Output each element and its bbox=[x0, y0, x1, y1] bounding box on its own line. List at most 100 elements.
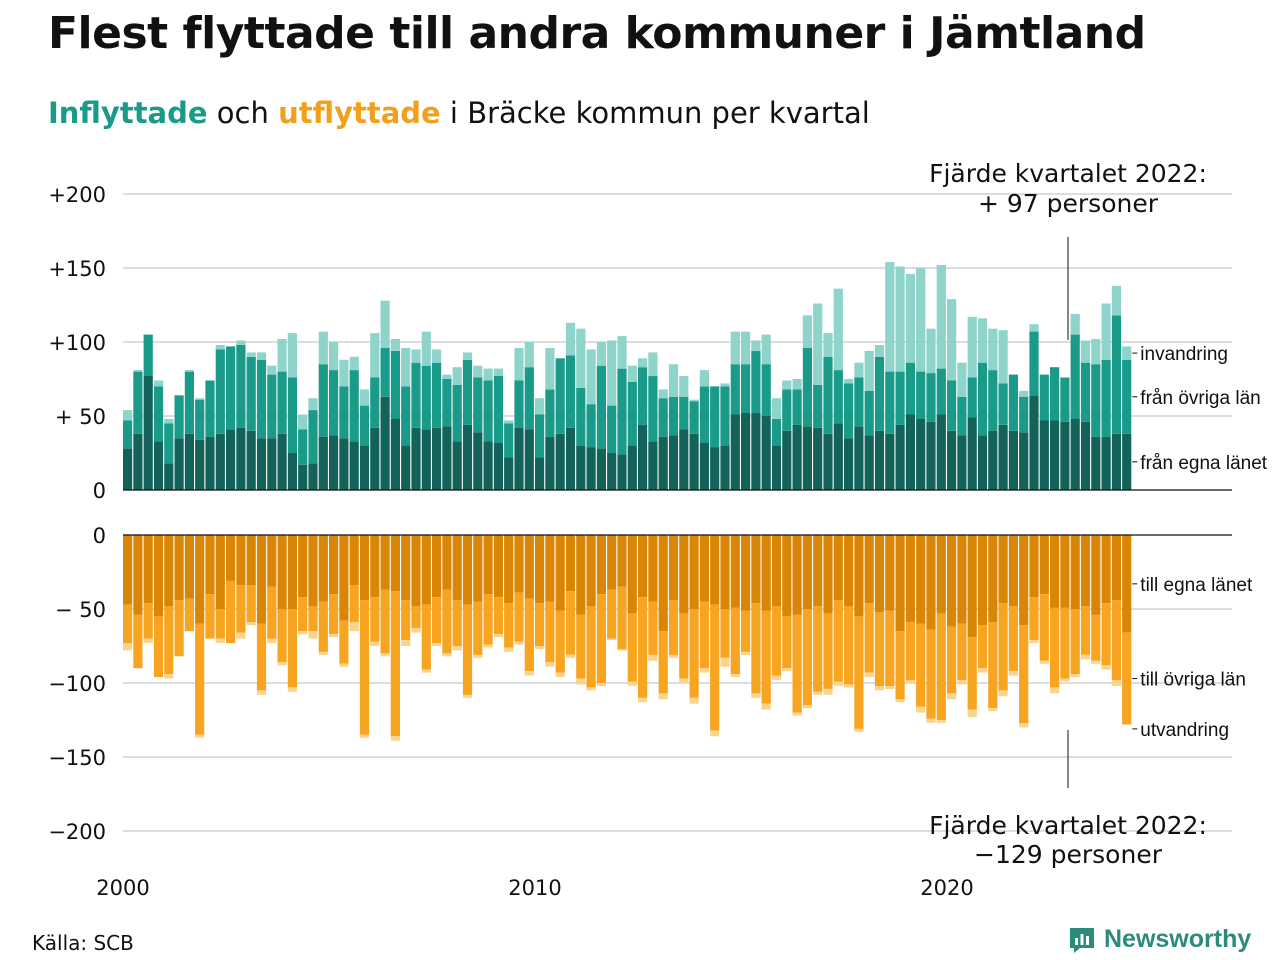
bar-segment bbox=[215, 433, 225, 490]
inflyttade-bars bbox=[123, 262, 1132, 490]
bar-segment bbox=[421, 604, 431, 670]
bar-segment bbox=[576, 445, 586, 490]
bar-segment bbox=[473, 365, 483, 378]
subtitle-rest: i Bräcke kommun per kvartal bbox=[440, 96, 870, 130]
bar-segment bbox=[874, 356, 885, 431]
bar-segment bbox=[668, 435, 679, 490]
bar-segment bbox=[133, 371, 143, 434]
bar-segment bbox=[308, 410, 318, 464]
bar-segment bbox=[586, 687, 596, 691]
bar-segment bbox=[504, 457, 514, 490]
utflyttade-bars bbox=[123, 535, 1132, 741]
bar-segment bbox=[1101, 665, 1111, 670]
bar-segment bbox=[359, 535, 370, 601]
bar-segment bbox=[627, 445, 637, 490]
bar-segment bbox=[565, 427, 576, 490]
bar-segment bbox=[514, 347, 524, 381]
bar-segment bbox=[339, 386, 349, 439]
bar-segment bbox=[184, 535, 194, 599]
bar-segment bbox=[998, 424, 1008, 490]
bar-segment bbox=[668, 396, 679, 436]
bar-segment bbox=[802, 315, 812, 348]
bar-segment bbox=[823, 535, 833, 614]
bar-segment bbox=[741, 535, 751, 611]
y-tick-label-in: + 50 bbox=[55, 405, 106, 429]
bar-segment bbox=[988, 328, 998, 371]
bar-segment bbox=[627, 382, 637, 446]
bar-segment bbox=[782, 668, 792, 672]
bar-segment bbox=[1060, 678, 1070, 682]
bar-segment bbox=[947, 430, 957, 490]
bar-segment bbox=[596, 683, 606, 686]
bar-segment bbox=[329, 435, 339, 490]
bar-segment bbox=[524, 429, 534, 490]
bar-segment bbox=[123, 535, 133, 605]
bar-segment bbox=[504, 420, 514, 424]
bar-segment bbox=[1019, 396, 1029, 433]
bar-segment bbox=[442, 653, 452, 657]
bar-segment bbox=[617, 649, 627, 651]
bar-segment bbox=[143, 603, 153, 639]
bar-segment bbox=[771, 606, 782, 676]
bar-segment bbox=[380, 347, 390, 397]
bar-segment bbox=[761, 703, 771, 710]
bar-segment bbox=[957, 623, 967, 680]
bar-segment bbox=[359, 445, 370, 490]
bar-segment bbox=[916, 706, 926, 713]
bar-segment bbox=[277, 535, 287, 609]
bar-segment bbox=[514, 641, 524, 645]
bar-segment bbox=[1050, 687, 1060, 694]
bar-segment bbox=[977, 435, 988, 490]
bar-segment bbox=[627, 613, 637, 682]
bar-segment bbox=[771, 398, 782, 419]
bar-segment bbox=[164, 423, 174, 464]
bar-segment bbox=[1091, 535, 1101, 615]
bar-segment bbox=[1008, 606, 1018, 672]
bar-segment bbox=[236, 340, 246, 345]
bar-segment bbox=[184, 371, 194, 434]
bar-segment bbox=[452, 367, 462, 385]
bar-segment bbox=[153, 386, 164, 442]
bar-segment bbox=[988, 370, 998, 431]
bar-segment bbox=[174, 438, 184, 490]
bar-segment bbox=[741, 364, 751, 413]
bar-segment bbox=[133, 433, 143, 490]
bar-segment bbox=[967, 637, 977, 710]
bar-segment bbox=[730, 674, 740, 678]
bar-segment bbox=[699, 386, 709, 443]
y-tick-label-in: +150 bbox=[48, 257, 106, 281]
bar-segment bbox=[462, 352, 473, 360]
bar-segment bbox=[483, 644, 493, 648]
segment-label: från övriga län bbox=[1140, 388, 1260, 409]
bar-segment bbox=[432, 349, 442, 363]
bar-segment bbox=[957, 680, 967, 685]
bar-segment bbox=[256, 352, 267, 360]
bar-segment bbox=[390, 339, 400, 351]
bar-segment bbox=[277, 433, 287, 490]
bar-segment bbox=[401, 445, 411, 490]
bar-segment bbox=[802, 347, 812, 427]
bar-segment bbox=[555, 610, 565, 673]
bar-segment bbox=[1039, 420, 1049, 490]
bar-segment bbox=[977, 625, 988, 669]
bar-segment bbox=[854, 362, 864, 378]
bar-segment bbox=[298, 597, 308, 632]
bar-segment bbox=[710, 535, 720, 605]
bar-segment bbox=[988, 708, 998, 712]
bar-segment bbox=[751, 603, 761, 694]
bar-segment bbox=[246, 535, 256, 586]
bar-segment bbox=[874, 345, 885, 357]
bar-segment bbox=[802, 426, 812, 490]
bar-segment bbox=[844, 684, 854, 688]
bar-segment bbox=[823, 433, 833, 490]
bar-segment bbox=[668, 364, 679, 397]
bar-segment bbox=[988, 535, 998, 623]
bar-segment bbox=[895, 371, 905, 425]
x-tick-label: 2020 bbox=[920, 876, 973, 900]
bar-segment bbox=[1070, 313, 1080, 335]
bar-segment bbox=[844, 383, 854, 439]
bar-segment bbox=[885, 686, 895, 689]
bar-segment bbox=[1080, 535, 1091, 606]
bar-segment bbox=[658, 631, 668, 694]
bar-segment bbox=[1060, 377, 1070, 422]
